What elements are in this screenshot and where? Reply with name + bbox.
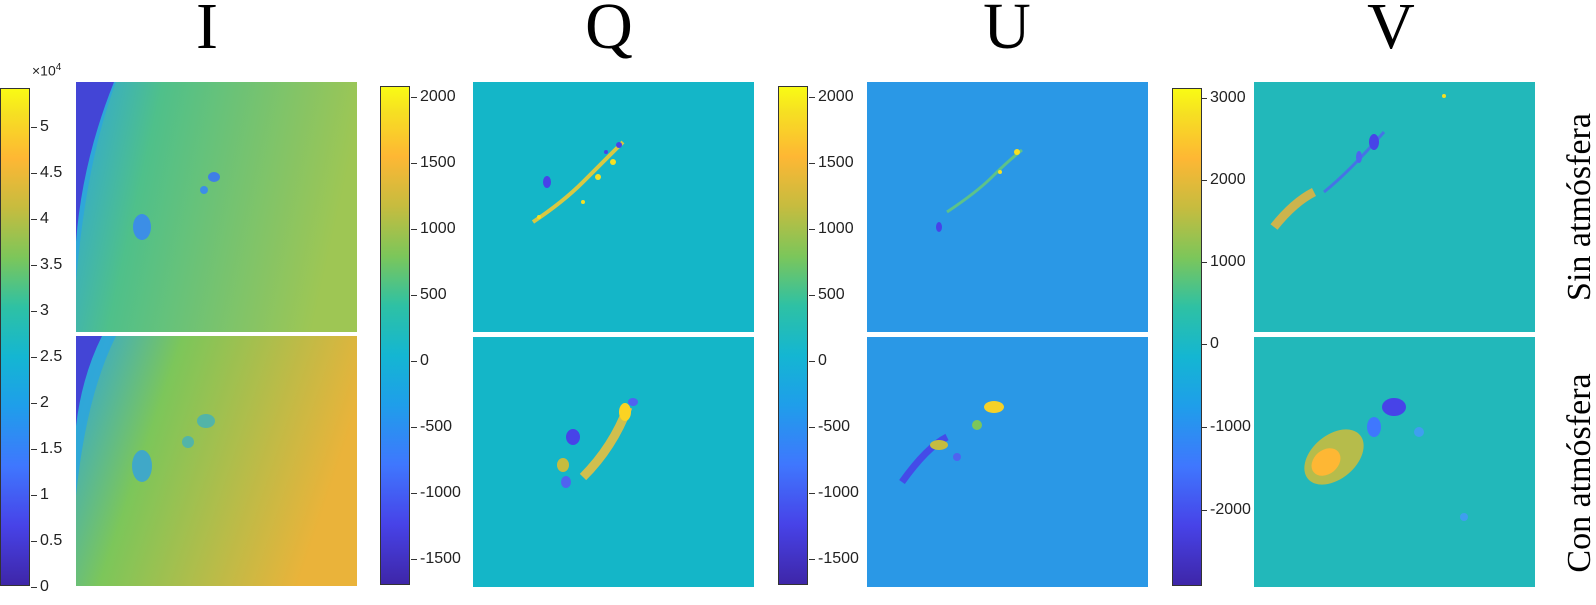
colorbar-i-tick: 1.5 (30, 440, 63, 457)
image-i-sin-atmosfera (76, 82, 357, 332)
colorbar-i-tick: 0 (31, 578, 49, 595)
image-v-con-atmosfera (1254, 337, 1535, 587)
colorbar-q-tick: 1500 (411, 154, 456, 171)
colorbar-u-tick: 1000 (809, 220, 854, 237)
colorbar-q-tick: -1000 (411, 484, 461, 501)
colorbar-v-tick: 0 (1201, 335, 1219, 352)
image-v-sin-atmosfera (1254, 82, 1535, 332)
row-label-con-atmosfera: Con atmósfera (1561, 373, 1596, 573)
colorbar-u-tick: -1000 (809, 484, 859, 501)
colorbar-i-tick: 5 (31, 118, 49, 135)
colorbar-v-tick: 3000 (1201, 89, 1246, 106)
colorbar-u-tick: 1500 (809, 154, 854, 171)
column-title-u: U (983, 0, 1031, 63)
colorbar-u-tick: 500 (809, 286, 845, 303)
colorbar-q-tick: 1000 (411, 220, 456, 237)
colorbar-v (1172, 88, 1202, 586)
colorbar-v-tick: 2000 (1201, 171, 1246, 188)
colorbar-u-tick: 0 (809, 352, 827, 369)
multiplier-text: ×10 (32, 62, 56, 79)
colorbar-i-tick: 2.5 (30, 348, 63, 365)
colorbar-q-tick: 500 (411, 286, 447, 303)
colorbar-q-tick: 2000 (411, 88, 456, 105)
colorbar-u-tick: -1500 (809, 550, 859, 567)
row-label-sin-atmosfera: Sin atmósfera (1561, 113, 1596, 301)
colorbar-v-tick: 1000 (1201, 253, 1246, 270)
image-i-con-atmosfera (76, 336, 357, 586)
multiplier-exponent: 4 (55, 62, 62, 73)
colorbar-i-tick: 4 (31, 210, 49, 227)
colorbar-i (0, 88, 30, 586)
colorbar-q-tick: 0 (411, 352, 429, 369)
column-title-i: I (196, 0, 218, 63)
colorbar-i-tick: 4.5 (30, 164, 63, 181)
colorbar-i-tick: 2 (31, 394, 49, 411)
colorbar-u-tick: -500 (808, 418, 851, 435)
column-title-v: V (1367, 0, 1415, 63)
colorbar-i-tick: 3 (31, 302, 49, 319)
image-q-sin-atmosfera (473, 82, 754, 332)
column-title-q: Q (585, 0, 633, 63)
colorbar-q-tick: -500 (410, 418, 453, 435)
colorbar-i-tick: 1 (31, 486, 49, 503)
colorbar-i-multiplier: ×104 (32, 62, 61, 79)
colorbar-i-tick: 3.5 (30, 256, 63, 273)
image-u-sin-atmosfera (867, 82, 1148, 332)
image-q-con-atmosfera (473, 337, 754, 587)
colorbar-v-tick: -2000 (1201, 501, 1251, 518)
colorbar-u (778, 86, 808, 585)
colorbar-q-tick: -1500 (411, 550, 461, 567)
colorbar-q (380, 86, 410, 585)
colorbar-u-tick: 2000 (809, 88, 854, 105)
colorbar-i-tick: 0.5 (30, 532, 63, 549)
image-u-con-atmosfera (867, 337, 1148, 587)
colorbar-v-tick: -1000 (1201, 418, 1251, 435)
